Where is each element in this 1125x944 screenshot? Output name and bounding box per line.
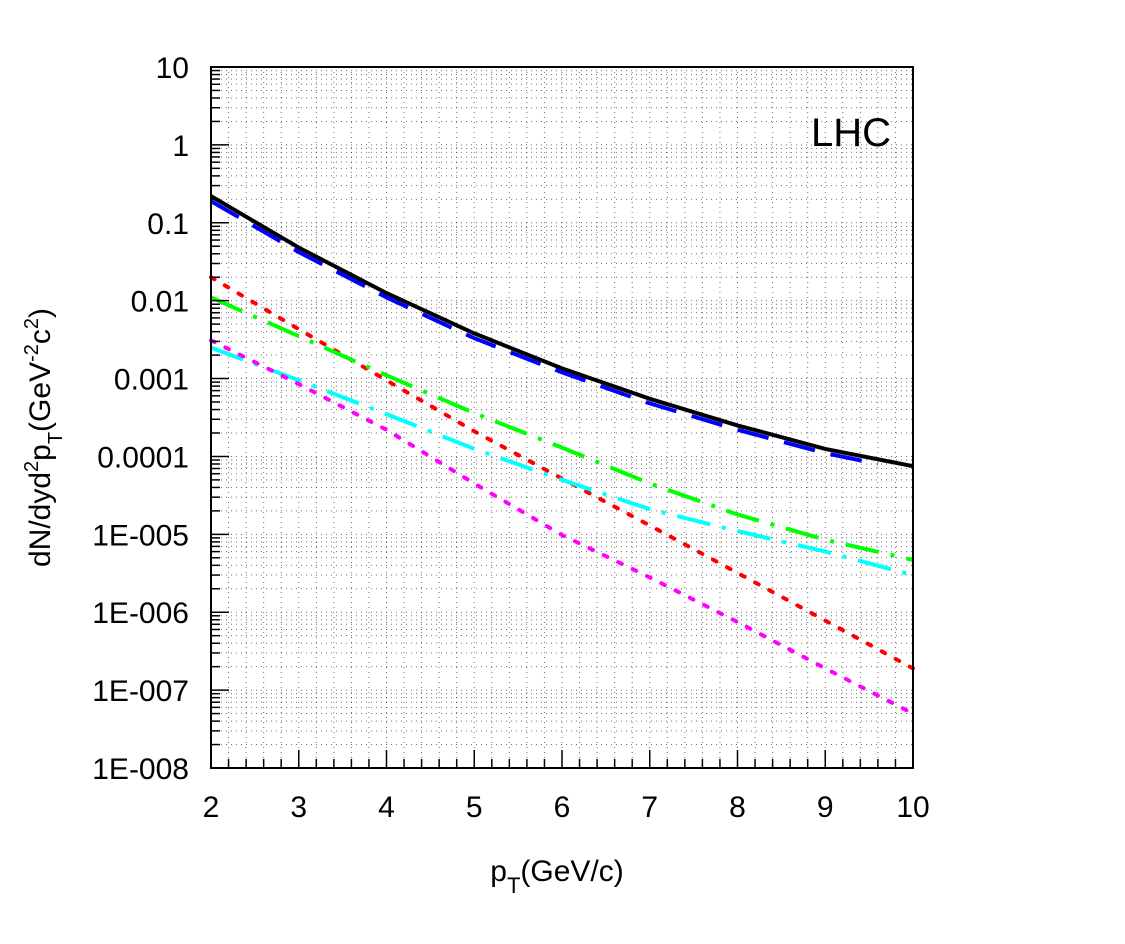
y-title-part5: ): [24, 308, 57, 318]
x-tick-label: 3: [290, 791, 307, 824]
y-tick-label: 1E-007: [92, 675, 189, 708]
x-tick-label: 7: [641, 791, 658, 824]
y-title-part4: c: [24, 329, 57, 344]
x-tick-label: 4: [378, 791, 395, 824]
y-title-sup2: -2: [21, 344, 43, 362]
y-tick-labels: 10 1 0.1 0.01 0.001 0.0001 1E-005 1E-006 1E-007 1…: [92, 52, 189, 786]
x-tick-label: 5: [466, 791, 483, 824]
x-tick-label: 9: [817, 791, 834, 824]
y-title-sub1: T: [45, 432, 67, 444]
y-tick-label: 1E-005: [92, 519, 189, 552]
series-line-2: [209, 199, 879, 466]
x-title-main: p: [490, 855, 507, 888]
x-tick-label: 6: [554, 791, 571, 824]
x-tick-label: 2: [203, 791, 220, 824]
annotation-lhc: LHC: [811, 111, 891, 155]
series-line-4: [210, 295, 914, 562]
series-lines: [209, 194, 915, 716]
x-axis-title: pT(GeV/c): [490, 855, 624, 898]
x-title-sub: T: [507, 873, 520, 898]
y-tick-label: 0.0001: [97, 441, 189, 474]
y-tick-label: 1E-008: [92, 753, 189, 786]
y-title-part2: p: [24, 444, 57, 461]
y-tick-label: 1: [172, 130, 189, 163]
x-tick-label: 10: [896, 791, 929, 824]
y-title-sup3: 2: [21, 318, 43, 329]
y-tick-label: 1E-006: [92, 597, 189, 630]
series-line-1: [209, 194, 914, 469]
y-title-part3: (GeV: [24, 362, 57, 432]
y-title-sup1: 2: [21, 461, 43, 472]
y-tick-label: 0.001: [114, 364, 189, 397]
x-tick-label: 8: [729, 791, 746, 824]
x-tick-labels: 2 3 4 5 6 7 8 9 10: [203, 791, 930, 824]
y-tick-label: 10: [156, 52, 189, 85]
y-tick-label: 0.01: [131, 286, 189, 319]
series-line-5: [210, 345, 914, 578]
series-line-6: [209, 338, 915, 716]
grid: [211, 67, 913, 768]
y-axis-title: dN/dyd2pT(GeV-2c2): [21, 308, 67, 567]
y-tick-label: 0.1: [147, 208, 189, 241]
axis-ticks: [210, 69, 914, 769]
y-title-part1: dN/dyd: [24, 472, 57, 567]
x-title-rest: (GeV/c): [520, 855, 623, 888]
